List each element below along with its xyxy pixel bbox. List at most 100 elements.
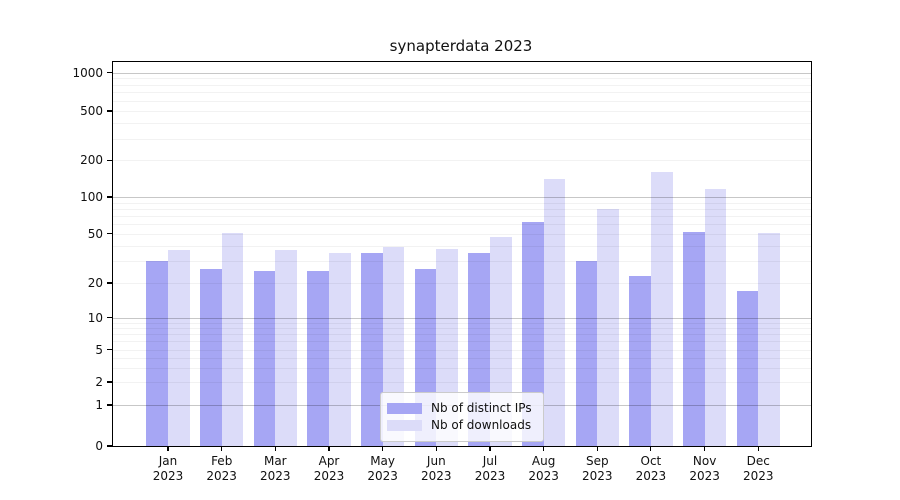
bar-oct-distinct-ips [629, 275, 651, 446]
bar-jan-downloads [168, 249, 190, 446]
legend-label-downloads: Nb of downloads [431, 418, 532, 432]
x-tick-label-sep: Sep 2023 [569, 454, 625, 484]
x-tick-label-jul: Jul 2023 [462, 454, 518, 484]
bar-sep-distinct-ips [575, 261, 598, 446]
bar-may-distinct-ips [360, 252, 383, 446]
x-tick-year: 2023 [582, 469, 613, 483]
y-tick-label-500: 500 [80, 104, 103, 118]
x-tick-year: 2023 [313, 469, 345, 483]
x-tick-month: Dec [746, 454, 770, 468]
gridline-minor-600 [113, 100, 811, 102]
plot-area: 0 1 2 5 10 20 50 100 200 500 1000 Jan 2023 Feb 2023 Mar… [72, 61, 812, 483]
gridline-minor-200 [113, 160, 811, 162]
x-tick-jun [435, 446, 437, 451]
y-tick-label-20: 20 [87, 276, 103, 290]
y-tick-5 [107, 349, 113, 351]
legend-row-downloads: Nb of downloads [387, 418, 536, 432]
x-tick-label-aug: Aug 2023 [516, 454, 572, 484]
bar-feb-distinct-ips [199, 268, 222, 446]
bar-sep-downloads [597, 208, 620, 446]
x-tick-label-may: May 2023 [355, 454, 411, 484]
x-tick-nov [704, 446, 706, 451]
y-tick-label-5: 5 [95, 342, 103, 357]
x-tick-month: Jun [426, 454, 446, 468]
legend-swatch-downloads [387, 419, 422, 431]
x-tick-label-oct: Oct 2023 [623, 454, 679, 484]
bar-apr-downloads [329, 252, 351, 446]
bar-feb-downloads [221, 232, 244, 446]
bar-apr-distinct-ips [307, 271, 329, 446]
y-tick-label-2: 2 [95, 375, 103, 389]
x-tick-month: Nov [692, 454, 717, 468]
x-tick-year: 2023 [743, 469, 774, 483]
x-tick-label-feb: Feb 2023 [194, 454, 250, 484]
x-tick-may [382, 446, 384, 451]
gridline-minor-400 [113, 123, 811, 124]
y-tick-500 [107, 110, 113, 112]
y-tick-1 [107, 404, 113, 406]
x-tick-year: 2023 [635, 469, 667, 483]
x-tick-month: Jul [482, 454, 498, 468]
bar-aug-downloads [543, 179, 566, 446]
bar-dec-downloads [758, 232, 781, 446]
x-tick-month: May [370, 454, 395, 468]
legend: Nb of distinct IPs Nb of downloads [380, 392, 544, 442]
x-tick-month: Mar [263, 454, 287, 468]
x-tick-label-nov: Nov 2023 [677, 454, 733, 484]
bar-nov-downloads [704, 189, 727, 446]
y-tick-10 [107, 317, 113, 319]
y-tick-label-200: 200 [80, 153, 103, 168]
y-tick-label-0: 0 [95, 439, 103, 453]
gridline-minor-900 [113, 78, 811, 80]
x-tick-year: 2023 [689, 469, 720, 483]
bar-dec-distinct-ips [736, 291, 759, 446]
y-tick-label-100: 100 [80, 190, 103, 204]
y-tick-0 [107, 445, 113, 447]
x-tick-month: Feb [211, 454, 233, 468]
y-tick-label-10: 10 [87, 310, 103, 325]
bar-oct-downloads [650, 172, 673, 446]
legend-label-distinct-ips: Nb of distinct IPs [431, 401, 532, 415]
x-tick-label-jun: Jun 2023 [408, 454, 464, 484]
x-tick-month: Oct [640, 454, 662, 468]
x-tick-label-jan: Jan 2023 [140, 454, 196, 484]
x-tick-label-dec: Dec 2023 [730, 454, 786, 484]
y-tick-1000 [107, 71, 113, 74]
x-tick-month: Apr [318, 454, 340, 468]
gridline-minor-300 [113, 138, 811, 140]
bar-mar-downloads [275, 249, 298, 446]
gridline-minor-700 [113, 92, 811, 94]
y-tick-50 [107, 233, 113, 235]
x-tick-year: 2023 [152, 469, 184, 483]
x-tick-dec [757, 446, 759, 451]
x-tick-year: 2023 [528, 469, 559, 483]
x-tick-mar [274, 446, 276, 451]
x-tick-label-mar: Mar 2023 [247, 454, 303, 484]
bar-aug-distinct-ips [521, 221, 544, 446]
y-tick-label-50: 50 [87, 226, 103, 241]
x-tick-oct [650, 446, 652, 451]
x-tick-year: 2023 [421, 469, 452, 483]
x-tick-sep [596, 446, 598, 451]
y-tick-20 [107, 282, 113, 284]
gridline-minor-800 [113, 84, 811, 86]
gridline-major-1000 [113, 72, 811, 74]
x-tick-year: 2023 [260, 469, 291, 483]
x-tick-month: Sep [585, 454, 609, 468]
x-tick-label-apr: Apr 2023 [301, 454, 357, 484]
y-tick-label-1: 1 [95, 398, 103, 412]
y-tick-100 [107, 196, 113, 198]
chart-title: synapterdata 2023 [389, 37, 533, 55]
y-tick-2 [107, 381, 113, 383]
x-tick-year: 2023 [367, 469, 398, 483]
bar-mar-distinct-ips [253, 271, 276, 446]
y-tick-200 [107, 159, 113, 161]
x-tick-year: 2023 [474, 469, 506, 483]
gridline-minor-500 [113, 111, 811, 112]
bar-jan-distinct-ips [146, 261, 168, 446]
x-tick-month: Aug [531, 454, 556, 468]
x-tick-feb [221, 446, 223, 451]
x-tick-month: Jan [158, 454, 178, 468]
legend-row-distinct-ips: Nb of distinct IPs [387, 401, 536, 415]
